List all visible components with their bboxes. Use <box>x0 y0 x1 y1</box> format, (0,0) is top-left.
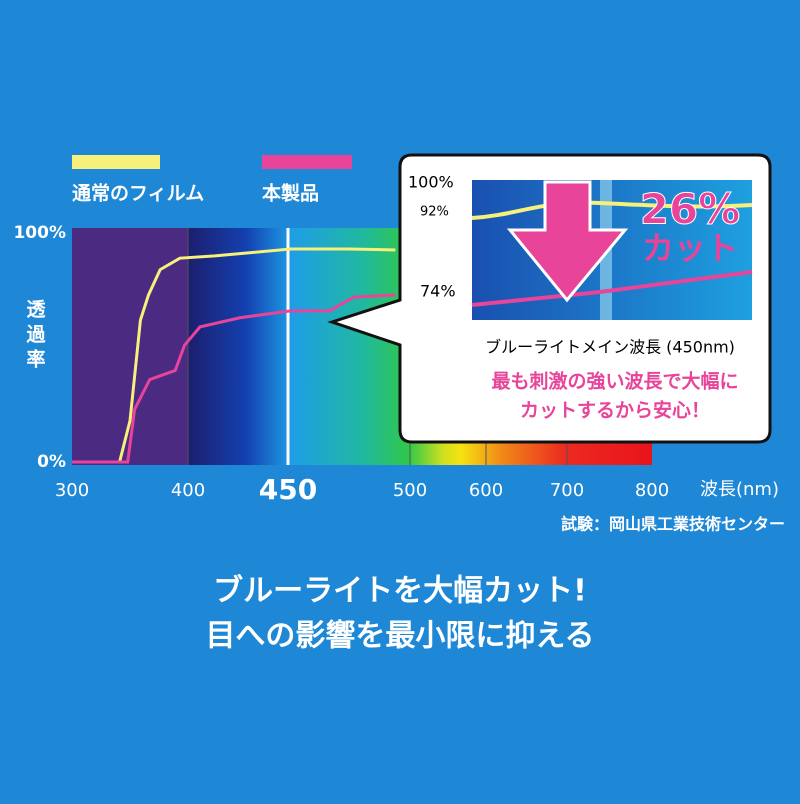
cut-value: 26% <box>640 185 741 234</box>
y-axis-label-char: 過 <box>26 324 46 346</box>
x-axis-label: 波長(nm) <box>700 479 779 500</box>
callout-label: 92% <box>420 205 449 220</box>
x-tick-label: 600 <box>469 480 503 501</box>
legend-label: 通常のフィルム <box>72 182 204 205</box>
y-axis-label-char: 率 <box>26 348 45 371</box>
x-tick-label: 700 <box>550 480 584 501</box>
wavelength-note: ブルーライトメイン波長 (450nm) <box>485 338 735 357</box>
message: 最も刺激の強い波長で大幅に <box>491 370 738 393</box>
x-tick-label: 450 <box>259 473 317 506</box>
legend-swatch <box>262 155 352 169</box>
callout-label: 100% <box>408 173 454 192</box>
x-tick-label: 400 <box>171 480 205 501</box>
y-tick-label: 100% <box>13 223 66 243</box>
headline: ブルーライトを大幅カット! <box>213 574 587 609</box>
x-tick-label: 800 <box>635 480 669 501</box>
y-axis-label-char: 透 <box>26 299 46 321</box>
legend-swatch <box>72 155 160 169</box>
cut-word: カット <box>642 229 738 267</box>
callout-label: 74% <box>420 282 456 301</box>
headline: 目への影響を最小限に抑える <box>205 619 594 654</box>
x-tick-label: 300 <box>55 480 89 501</box>
message: カットするから安心！ <box>520 399 710 422</box>
callout: 100% 92% 74% 26% カット ブルーライトメイン波長 (450nm)… <box>327 153 772 444</box>
series-line <box>72 293 396 464</box>
legend-label: 本製品 <box>262 182 319 205</box>
x-tick-label: 500 <box>393 480 427 501</box>
y-tick-label: 0% <box>37 452 66 472</box>
source: 試験：岡山県工業技術センター <box>561 515 785 534</box>
series-line <box>72 247 396 464</box>
y-axis-label: 透過率 <box>26 299 46 371</box>
